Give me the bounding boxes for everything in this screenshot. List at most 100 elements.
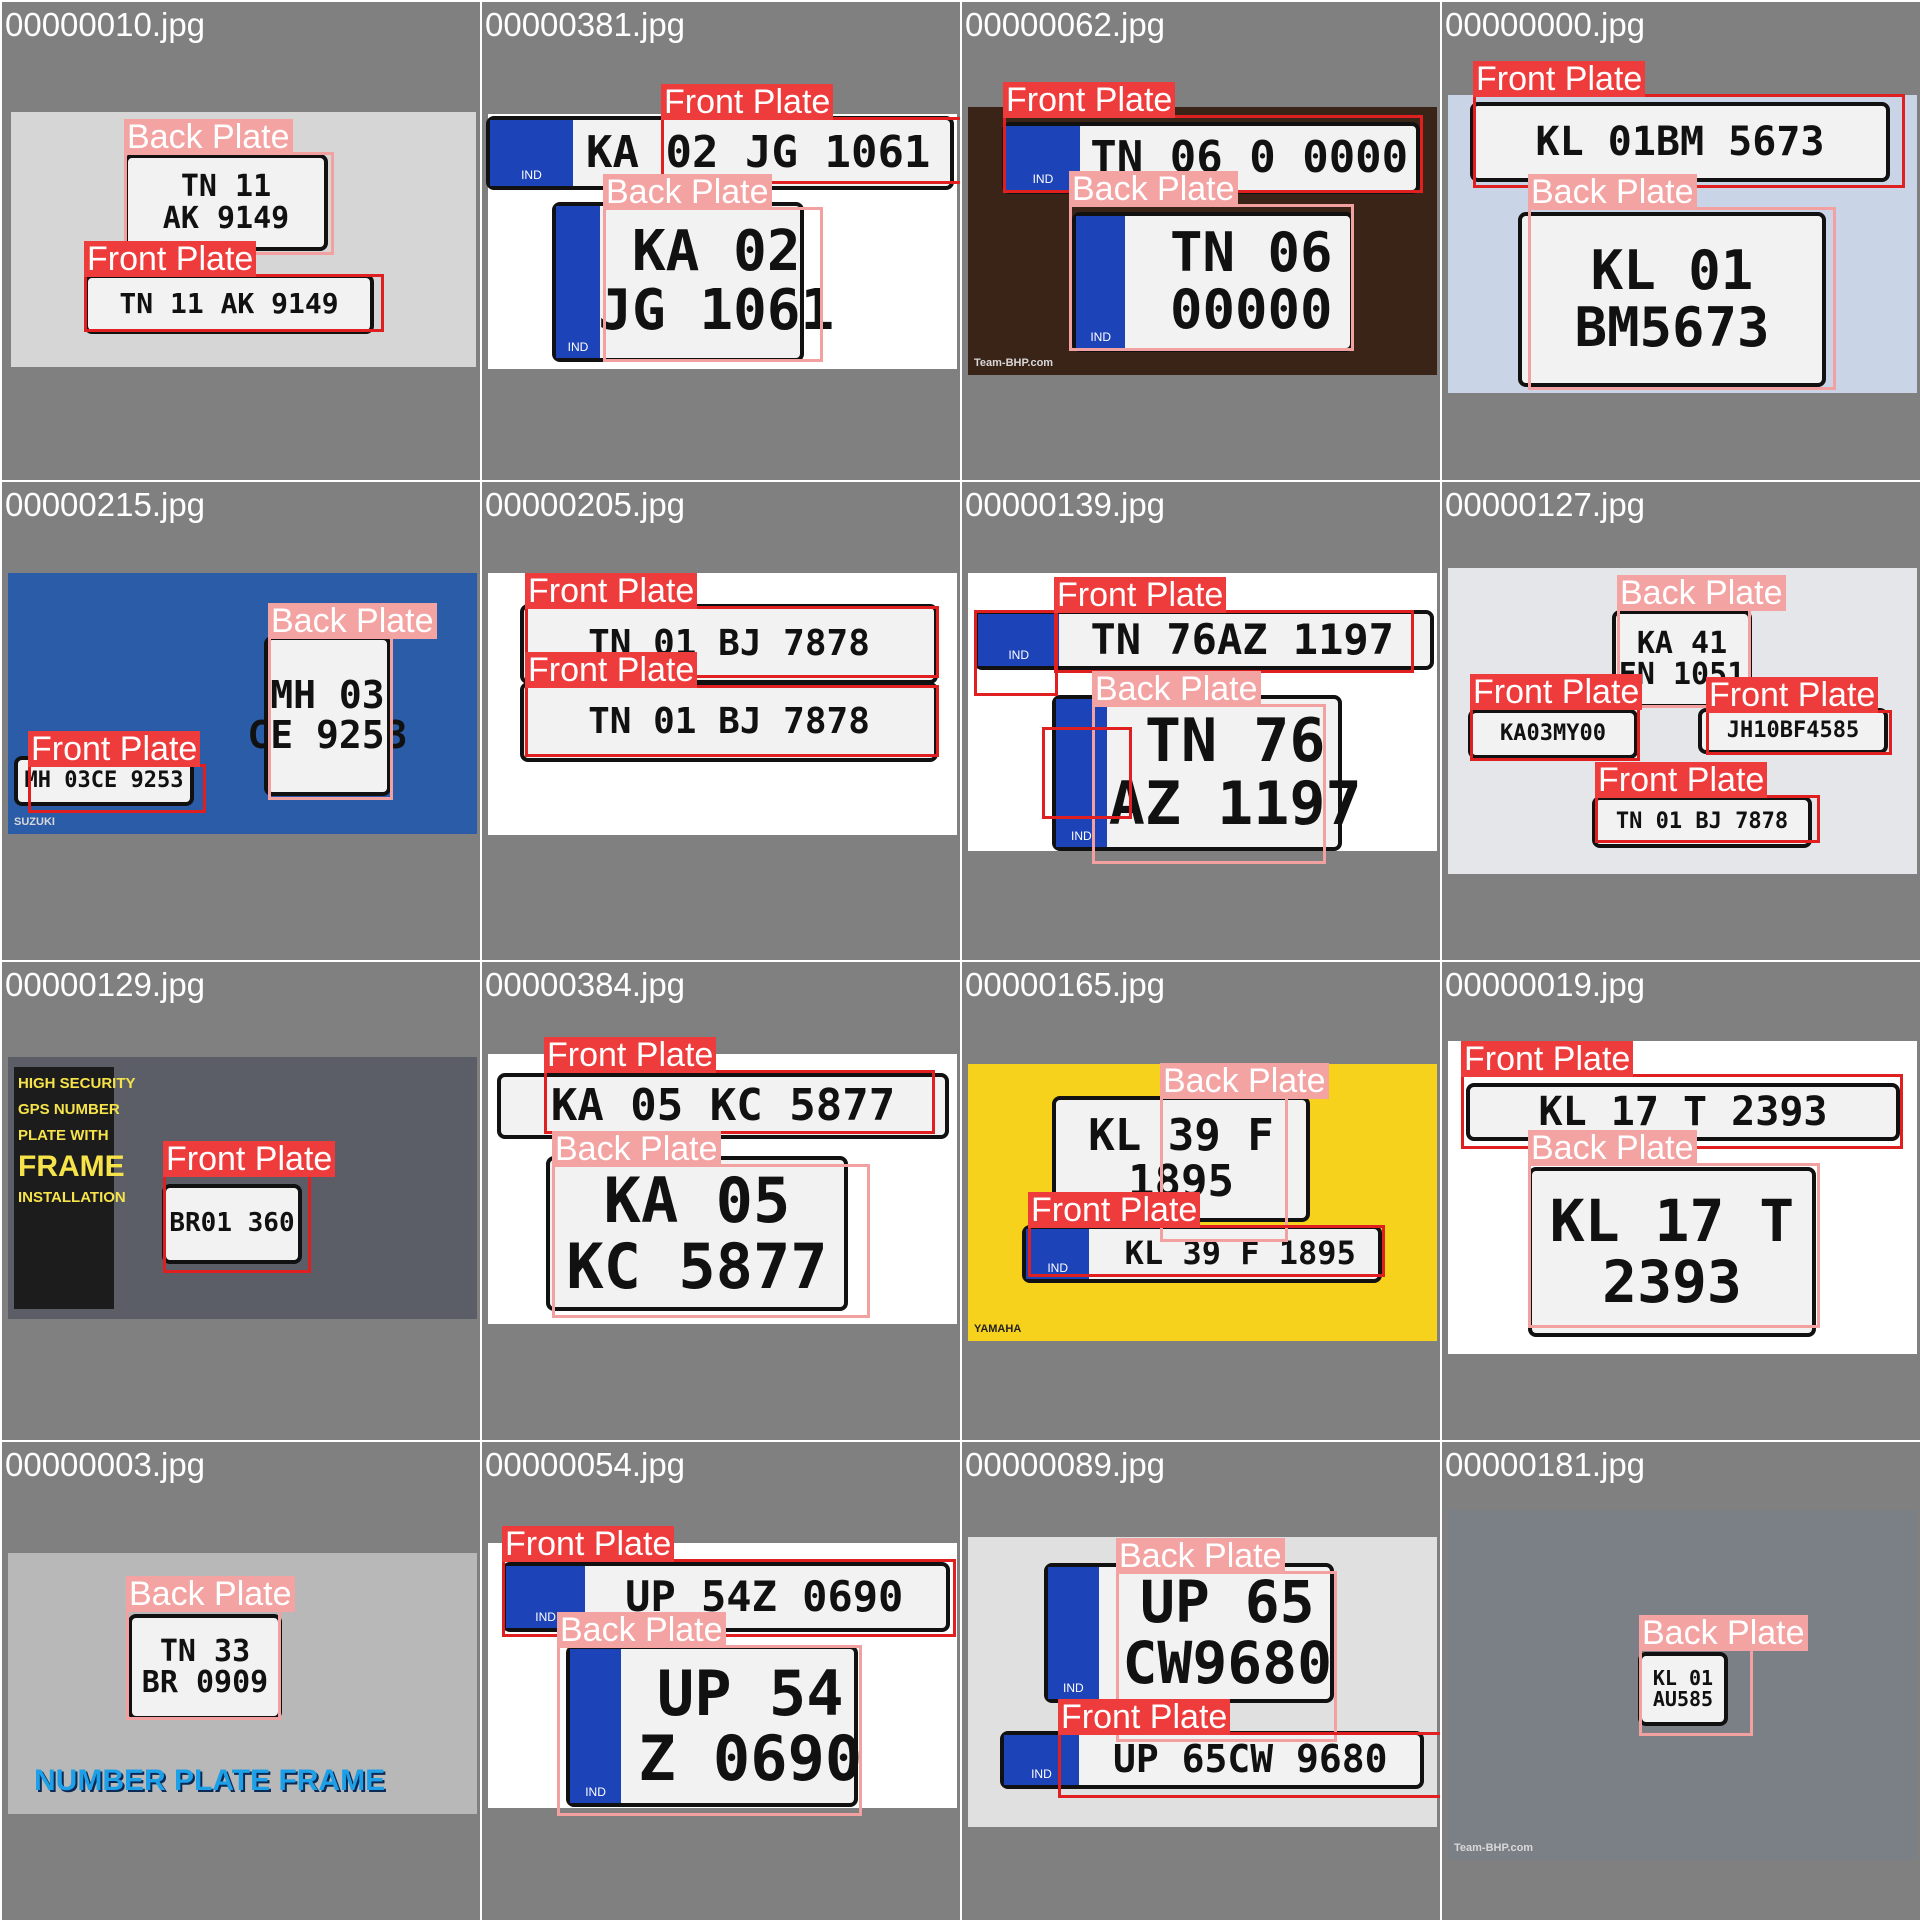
back-plate-box: Back Plate	[603, 174, 823, 362]
image-filename: 00000089.jpg	[965, 1446, 1166, 1483]
grid-cell: 00000381.jpg IND KA 02 JG 1061 IND KA 02 JG …	[482, 2, 960, 480]
license-plate: IND UP 65 CW9680	[1044, 1563, 1334, 1703]
front-plate-box: Front Plate	[502, 1526, 956, 1637]
front-plate-label: Front Plate	[1058, 1699, 1231, 1735]
back-plate-box: Back Plate	[1160, 1063, 1329, 1242]
front-plate-label: Front Plate	[1003, 82, 1176, 118]
front-plate-box: Front Plate	[28, 731, 206, 813]
photo-caption: SUZUKI	[14, 816, 55, 828]
plate-number: BR01 360	[169, 1208, 295, 1239]
front-plate-label: Front Plate	[661, 84, 834, 120]
banner-line: PLATE WITH	[18, 1127, 109, 1144]
front-plate-box: Front Plate	[525, 652, 939, 757]
back-plate-label: Back Plate	[1528, 174, 1697, 210]
plate-number: TN 76AZ 1197	[1090, 614, 1394, 664]
banner-line: FRAME	[18, 1150, 125, 1183]
back-plate-label: Back Plate	[557, 1612, 726, 1648]
license-plate: KA03MY00	[1468, 709, 1638, 759]
front-plate-box: Front Plate	[1054, 577, 1414, 673]
plate-number: TN 33 BR 0909	[141, 1633, 269, 1700]
front-plate-label: Front Plate	[84, 241, 257, 277]
front-plate-label: Front Plate	[28, 731, 201, 767]
photo-caption: Team-BHP.com	[1454, 1842, 1534, 1854]
grid-cell: 00000139.jpg IND TN 76AZ 1197 IND TN 76 AZ 1…	[962, 482, 1440, 960]
plate-number: KA 02 JG 1061	[586, 126, 931, 178]
grid-cell: 00000003.jpg NUMBER PLATE FRAME TN 33 BR 0…	[2, 1442, 480, 1920]
image-filename: 00000000.jpg	[1445, 6, 1646, 43]
plate-number: KA 02 JG 1061	[598, 219, 835, 343]
banner-text: HIGH SECURITY GPS NUMBER PLATE WITH FRAME IN…	[14, 1067, 136, 1309]
front-plate-box: Front Plate	[1595, 762, 1820, 843]
back-plate-box: Back Plate	[126, 1576, 295, 1720]
license-plate: JH10BF4585	[1698, 708, 1888, 754]
banner-line: INSTALLATION	[18, 1189, 126, 1206]
front-plate-label: Front Plate	[525, 652, 698, 688]
plate-number: UP 65CW 9680	[1112, 1737, 1388, 1782]
front-plate-box: Front Plate	[1461, 1041, 1903, 1149]
back-plate-label: Back Plate	[1639, 1615, 1808, 1651]
ind-strip: IND	[1006, 126, 1080, 190]
ind-strip: IND	[1026, 1229, 1090, 1279]
back-plate-box: Back Plate	[1617, 575, 1786, 708]
image-filename: 00000019.jpg	[1445, 966, 1646, 1003]
license-plate: KL 17 T 2393	[1528, 1167, 1816, 1337]
grid-cell: 00000019.jpg KL 17 T 2393 KL 17 T 2393 Fron…	[1442, 962, 1920, 1440]
image-filename: 00000215.jpg	[5, 486, 206, 523]
plate-number: KL 01 AU585	[1652, 1666, 1714, 1711]
back-plate-box: Back Plate	[268, 603, 437, 800]
grid-cell: 00000000.jpg KL 01BM 5673 KL 01 BM5673 Fron…	[1442, 2, 1920, 480]
grid-cell: 00000165.jpg YAMAHA KL 39 F 1895 IND KL 39 F…	[962, 962, 1440, 1440]
back-plate-label: Back Plate	[552, 1131, 721, 1167]
grid-cell: 00000129.jpg HIGH SECURITY GPS NUMBER PLATE…	[2, 962, 480, 1440]
plate-number: KL 01BM 5673	[1535, 119, 1825, 165]
plate-number: KA03MY00	[1500, 721, 1606, 747]
front-plate-label: Front Plate	[163, 1141, 336, 1177]
front-plate-box: Front Plate	[1058, 1699, 1440, 1798]
license-plate: KA 05 KC 5877	[497, 1073, 949, 1139]
banner-line: GPS NUMBER	[18, 1101, 120, 1118]
license-plate: IND TN 76 AZ 1197	[1052, 695, 1362, 851]
front-plate-box	[1042, 727, 1132, 819]
front-plate-label: Front Plate	[502, 1526, 675, 1562]
back-plate-box: Back Plate	[1528, 1130, 1820, 1328]
grid-cell: 00000010.jpg TN 11 AK 9149 TN 11 AK 9149 Ba…	[2, 2, 480, 480]
photo-caption: YAMAHA	[974, 1323, 1022, 1335]
image-filename: 00000165.jpg	[965, 966, 1166, 1003]
front-plate-label: Front Plate	[1028, 1192, 1201, 1228]
front-plate-box	[974, 610, 1058, 696]
front-plate-box: Front Plate	[1473, 61, 1905, 188]
license-plate: BR01 360	[162, 1184, 302, 1264]
image-filename: 00000010.jpg	[5, 6, 206, 43]
plate-number: MH 03CE 9253	[24, 768, 184, 794]
license-plate: TN 11 AK 9149	[84, 274, 374, 334]
license-plate: TN 01 BJ 7878	[1592, 796, 1812, 848]
front-plate-box: Front Plate	[1470, 674, 1643, 761]
back-plate-box: Back Plate	[557, 1612, 862, 1816]
front-plate-box: Front Plate	[544, 1037, 935, 1134]
back-plate-label: Back Plate	[126, 1576, 295, 1612]
ind-strip: IND	[570, 1649, 622, 1803]
grid-cell: 00000384.jpg KA 05 KC 5877 KA 05 KC 5877 Fr…	[482, 962, 960, 1440]
grid-cell: 00000062.jpg Team-BHP.com IND TN 06 0 0000 I…	[962, 2, 1440, 480]
plate-number: UP 54 Z 0690	[638, 1656, 863, 1795]
plate-number: TN 06 00000	[1169, 221, 1333, 341]
plate-number: KL 39 F 1895	[1124, 1234, 1356, 1273]
license-plate: TN 11 AK 9149	[124, 154, 328, 251]
plate-number: KA 05 KC 5877	[566, 1164, 828, 1303]
ind-strip: IND	[1056, 699, 1107, 847]
plate-number: TN 76 AZ 1197	[1108, 706, 1362, 839]
back-plate-label: Back Plate	[1160, 1063, 1329, 1099]
plate-number: JH10BF4585	[1726, 718, 1860, 744]
banner-line: HIGH SECURITY	[18, 1075, 136, 1092]
front-plate-label: Front Plate	[1054, 577, 1227, 613]
back-plate-box: Back Plate	[1528, 174, 1836, 390]
grid-cell: 00000054.jpg IND UP 54Z 0690 IND UP 54 Z 069…	[482, 1442, 960, 1920]
front-plate-label: Front Plate	[1461, 1041, 1634, 1077]
image-filename: 00000003.jpg	[5, 1446, 206, 1483]
ind-strip: IND	[978, 614, 1060, 666]
back-plate-label: Back Plate	[1116, 1538, 1285, 1574]
plate-number: KL 17 T 2393	[1538, 1089, 1828, 1135]
image-filename: 00000384.jpg	[485, 966, 686, 1003]
ind-strip: IND	[1004, 1735, 1079, 1785]
